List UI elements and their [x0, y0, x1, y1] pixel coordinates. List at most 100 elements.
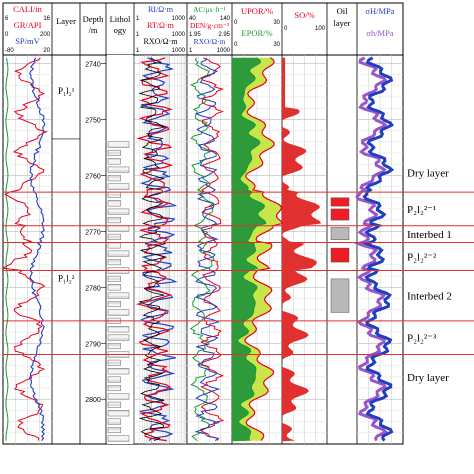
depth-tick-label: 2770 [85, 229, 101, 236]
log-curves [1, 56, 395, 442]
lithology-bed [107, 301, 121, 308]
range-label: 0 [284, 26, 288, 32]
den-curve [199, 57, 225, 441]
porosity-fills [232, 57, 322, 442]
lithology-bed [107, 149, 121, 156]
header-text: SO/% [294, 10, 314, 20]
track-grid [3, 55, 403, 444]
depth-tick-label: 2760 [85, 173, 101, 180]
range-label: 1.95 [189, 32, 201, 38]
track-headers: CALI/in GR/API SP/mV 6 16 0 200 -80 20 Layer Depth… [5, 4, 395, 284]
header-text: σH/MPa [365, 6, 394, 16]
zone-label: P₂l₂²⁻³ [407, 333, 437, 345]
lithology-bed [107, 275, 121, 282]
zone-label: Interbed 2 [407, 291, 452, 303]
sigma-H-curve [362, 56, 395, 442]
header-text: EPOR/% [241, 28, 272, 38]
lithology-bed [107, 217, 121, 224]
range-label: 140 [220, 16, 231, 22]
header-text: SP/mV [15, 36, 40, 46]
lithology-bed [107, 393, 130, 400]
range-label: -80 [5, 48, 14, 54]
header-text: ogy [114, 25, 128, 35]
depth-ticks: 2740 2750 2760 2770 2780 2790 2800 [85, 61, 106, 404]
lithology-bed [107, 292, 130, 299]
ri-curve [139, 57, 178, 442]
zone-label: Dry layer [407, 372, 449, 384]
range-label: 0 [5, 32, 9, 38]
range-label: 1 [136, 16, 140, 22]
range-label: 6 [5, 16, 9, 22]
epor-curve [237, 57, 267, 441]
lithology-bed [107, 242, 121, 249]
lithology-bed [107, 334, 130, 341]
header-text: layer [334, 18, 351, 28]
header-text: RI/Ω·m [148, 5, 174, 14]
oil-layer-boxes [330, 197, 350, 313]
lithology-bed [107, 410, 130, 417]
range-label: 1 [189, 48, 193, 54]
outer-border [2, 2, 404, 445]
header-text: GR/API [14, 20, 42, 30]
lithology-bed [107, 343, 121, 350]
range-label: 1 [136, 48, 140, 54]
epor-fill [232, 57, 266, 442]
layer-label: P₁l₂¹ [58, 86, 75, 96]
zone-label: Dry layer [407, 168, 449, 180]
oil-layer-box [330, 278, 350, 313]
depth-tick-label: 2780 [85, 285, 101, 292]
range-label: 100 [315, 26, 326, 32]
header-text: CALI/in [13, 4, 43, 14]
header-text: RXO/Ω·m [144, 37, 179, 46]
range-label: 30 [273, 20, 280, 26]
lithology-bed [107, 166, 130, 173]
range-label: 30 [273, 42, 280, 48]
zone-label: P₂l₂²⁻¹ [407, 204, 436, 216]
sp-curve [28, 57, 46, 441]
lithology-bed [107, 259, 121, 266]
range-label: 0 [234, 42, 238, 48]
range-label: 1000 [172, 16, 186, 22]
header-text: UPOR/% [241, 6, 273, 16]
range-label: 16 [43, 16, 50, 22]
lithology-bed [107, 435, 130, 442]
header-text: RT/Ω·m [147, 21, 175, 30]
layer-label: P₁l₂² [58, 274, 75, 284]
rxo-curve [194, 57, 221, 441]
zone-labels: Dry layer P₂l₂²⁻¹ Interbed 1 P₂l₂²⁻² Interbe… [407, 168, 452, 384]
lithology-bed [107, 385, 121, 392]
rxo-curve-res [138, 57, 167, 441]
lithology-bed [107, 191, 121, 198]
range-label: 40 [189, 16, 196, 22]
zone-label: Interbed 1 [407, 229, 452, 241]
upor-curve [244, 57, 283, 441]
cali-curve [5, 57, 9, 441]
lithology-bed [107, 183, 130, 190]
range-label: 1000 [172, 48, 186, 54]
oil-layer-box [330, 208, 350, 221]
oil-layer-box [330, 197, 350, 207]
range-label: 1 [136, 32, 140, 38]
depth-tick-label: 2750 [85, 117, 101, 124]
oil-layer-box [330, 247, 350, 263]
lithology-bed [107, 141, 130, 148]
lithology-bed [107, 376, 121, 383]
header-text: DEN/g·cm⁻³ [190, 21, 230, 30]
lithology-bed [107, 225, 130, 232]
header-text: Lithol [110, 14, 131, 24]
header-text: Layer [56, 16, 76, 26]
depth-tick-label: 2740 [85, 61, 101, 68]
header-text: RXO/Ω·m [194, 37, 226, 46]
range-label: 1000 [217, 48, 231, 54]
range-label: 0 [234, 20, 238, 26]
range-label: 200 [40, 32, 51, 38]
lithology-bed [107, 401, 121, 408]
gr-curve [1, 57, 48, 441]
lithology-bed [107, 158, 121, 165]
lithology-bed [107, 326, 130, 333]
header-text: AC/μs·ft⁻¹ [193, 5, 226, 14]
zone-label: P₂l₂²⁻² [407, 251, 437, 263]
lithology-bed [107, 250, 130, 257]
lithology-bed [107, 418, 121, 425]
range-label: 1000 [172, 32, 186, 38]
